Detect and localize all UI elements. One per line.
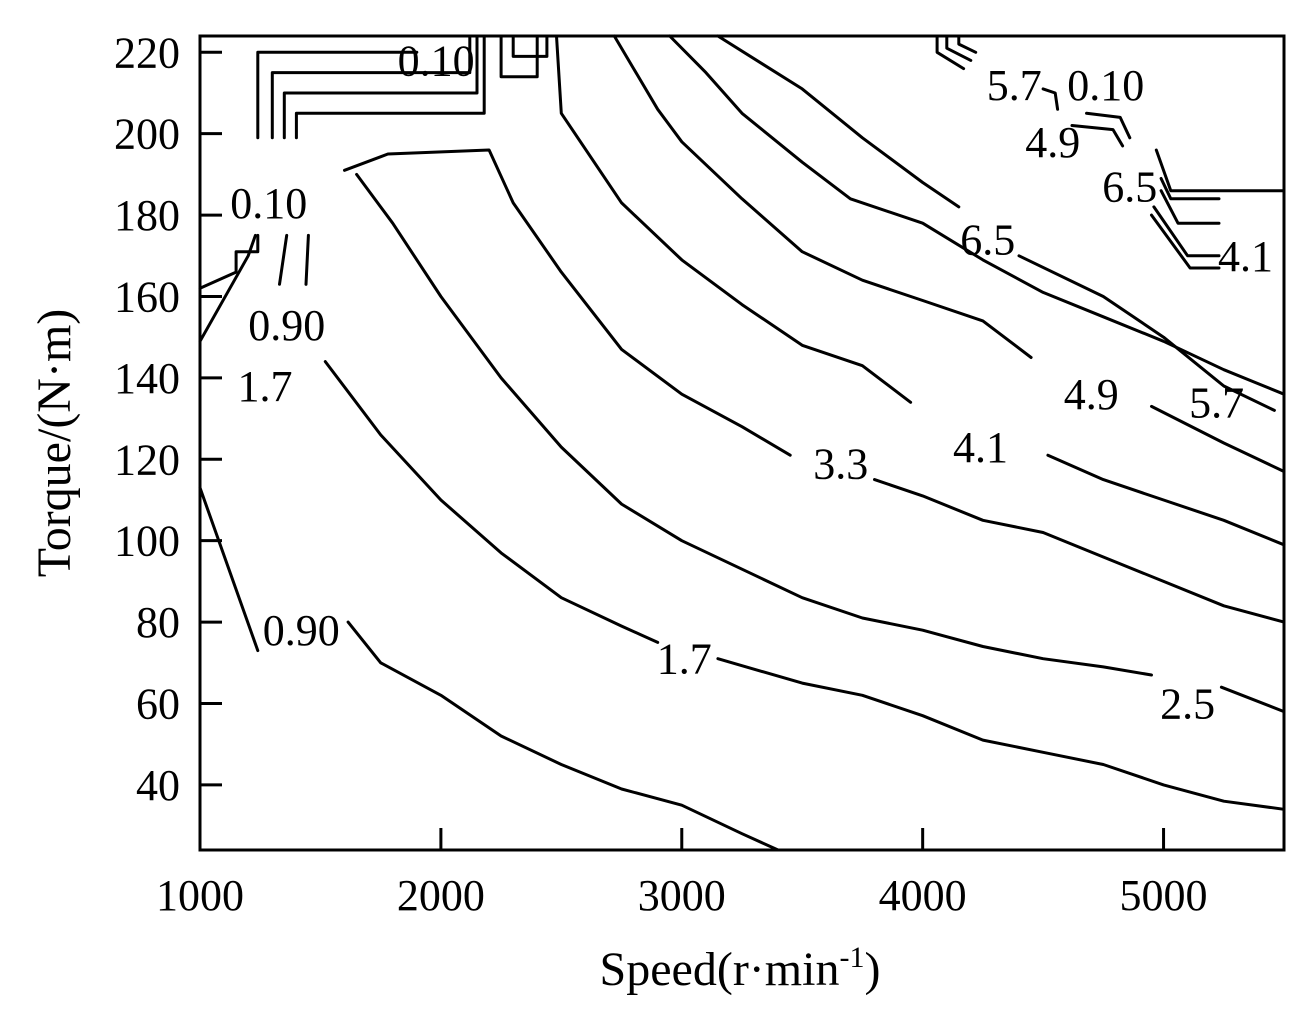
- contour-line-6.5-13: [716, 34, 961, 209]
- contour-line-2.5-5: [1219, 685, 1286, 714]
- x-tick-label-2000: 2000: [397, 871, 485, 920]
- contour-line-0.10-20: [511, 34, 549, 58]
- contour-label-12: 5.7: [987, 61, 1042, 110]
- y-tick-label-140: 140: [114, 354, 180, 403]
- contour-line-0.10-22: [198, 233, 257, 343]
- contour-label-6: 3.3: [813, 439, 868, 488]
- contour-line-0.10-25: [935, 34, 966, 71]
- contour-label-1: 0.10: [230, 179, 307, 228]
- contour-label-3: 1.7: [238, 362, 293, 411]
- contour-label-14: 4.9: [1025, 118, 1080, 167]
- contour-line-0.10-16: [270, 34, 472, 140]
- contour-label-5: 1.7: [657, 635, 712, 684]
- x-axis-ticks: 1000 2000 3000 4000 5000: [156, 828, 1208, 920]
- contour-label-15: 6.5: [1102, 163, 1157, 212]
- contour-line-3.3-6: [343, 148, 792, 457]
- contour-line-0.10-23: [278, 233, 289, 286]
- contour-line-4.9-10: [612, 34, 1033, 359]
- contour-line-6.5-14: [1017, 254, 1276, 412]
- contour-label-7: 4.1: [953, 423, 1008, 472]
- contour-label-16: 4.1: [1218, 232, 1273, 281]
- contour-line-0.10-24: [304, 233, 310, 286]
- contour-label-2: 0.90: [248, 301, 325, 350]
- contour-label-4: 0.90: [263, 606, 340, 655]
- contour-line-4.1-9: [1046, 453, 1286, 547]
- y-tick-label-80: 80: [136, 598, 180, 647]
- contour-line-0.10-29: [1070, 124, 1125, 148]
- y-tick-label-100: 100: [114, 517, 180, 566]
- contour-label-10: 6.5: [960, 216, 1015, 265]
- y-tick-label-120: 120: [114, 435, 180, 484]
- contour-line-0.10-34: [1152, 205, 1221, 258]
- contour-line-0.10-31: [1154, 148, 1286, 193]
- contour-line-0.10-27: [957, 34, 978, 54]
- y-tick-label-60: 60: [136, 679, 180, 728]
- contour-label-0: 0.10: [398, 36, 475, 85]
- contour-lines: [198, 34, 1286, 852]
- y-tick-label-220: 220: [114, 28, 180, 77]
- contour-label-11: 2.5: [1160, 680, 1215, 729]
- x-tick-label-5000: 5000: [1120, 871, 1208, 920]
- y-axis-label: Torque/(N·m): [28, 309, 81, 578]
- x-axis-label-close: ): [864, 943, 880, 996]
- contour-label-9: 5.7: [1189, 378, 1244, 427]
- contour-line-0.10-32: [1159, 177, 1221, 201]
- contour-line-3.3-7: [873, 478, 1286, 624]
- y-tick-label-40: 40: [136, 761, 180, 810]
- contour-label-13: 0.10: [1067, 61, 1144, 110]
- x-axis-label-main: Speed(r·min: [600, 943, 840, 996]
- y-tick-label-200: 200: [114, 110, 180, 159]
- contour-line-0.90-1: [346, 620, 780, 852]
- x-tick-label-3000: 3000: [638, 871, 726, 920]
- contour-line-0.90-0: [198, 486, 260, 653]
- contour-line-0.10-18: [294, 34, 486, 140]
- contour-label-8: 4.9: [1064, 370, 1119, 419]
- y-tick-label-160: 160: [114, 272, 180, 321]
- contour-line-0.10-15: [256, 50, 419, 140]
- x-axis-label-superscript: -1: [839, 941, 864, 974]
- y-tick-label-180: 180: [114, 191, 180, 240]
- contour-line-0.10-17: [282, 34, 479, 140]
- contour-line-0.10-33: [1159, 189, 1221, 225]
- x-tick-label-4000: 4000: [879, 871, 967, 920]
- contour-line-4.1-8: [555, 34, 913, 404]
- contour-line-0.10-21: [198, 233, 260, 290]
- contour-line-0.10-28: [1041, 87, 1060, 111]
- contour-line-0.10-35: [1150, 213, 1221, 270]
- x-axis-label: Speed(r·min-1): [600, 941, 881, 996]
- contour-level-labels: 0.10 0.10 0.90 1.7 0.90 1.7 3.3 4.1 4.9 5.7 6.5 2.5…: [230, 36, 1273, 728]
- contour-line-0.10-26: [945, 34, 973, 62]
- contour-line-2.5-4: [355, 172, 1153, 677]
- contour-line-4.9-11: [1150, 404, 1286, 473]
- contour-line-0.10-30: [1085, 111, 1132, 140]
- plot-frame: [198, 34, 1286, 852]
- x-tick-label-1000: 1000: [156, 871, 244, 920]
- contour-line-1.7-3: [716, 657, 1286, 811]
- contour-line-1.7-2: [323, 360, 660, 644]
- y-axis-ticks: 40 60 80 100 120 140 160 180 200 220: [114, 28, 222, 810]
